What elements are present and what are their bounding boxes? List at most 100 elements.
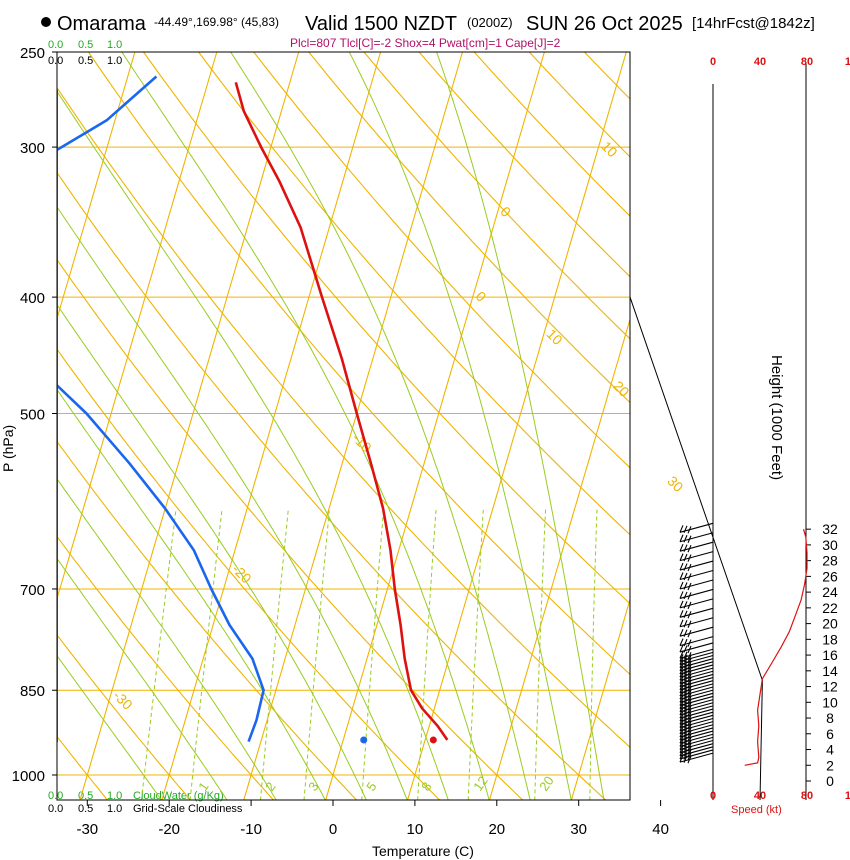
moist-adiabat-line (57, 303, 367, 800)
p-tick-label: 700 (20, 582, 45, 599)
wind-barb-flag (687, 718, 692, 726)
cloudiness-tick-top: 1.0 (107, 55, 122, 67)
moist-adiabat-line (348, 52, 572, 800)
dry-adiabat-line (197, 52, 630, 536)
mixing-ratio-line (417, 508, 437, 800)
wind-barb-staff (679, 733, 714, 744)
dry-adiabat-line (142, 52, 630, 605)
wind-barb-staff (679, 673, 714, 684)
wind-barb-flag (687, 689, 692, 698)
wind-barb-flag (683, 651, 688, 659)
mixing-ratio-line (467, 508, 484, 800)
forecast-date: SUN 26 Oct 2025 (526, 13, 683, 35)
wind-barb-flag (687, 655, 692, 663)
isotherm-line (161, 52, 382, 800)
height-tick-label: 4 (826, 742, 834, 758)
wind-barb-staff (679, 689, 714, 700)
cloudiness-tick-bottom: 0.5 (78, 803, 93, 815)
height-tick-label: 26 (822, 568, 838, 584)
wind-barb-flag (687, 733, 692, 742)
wind-barb-flag (687, 620, 692, 628)
mixing-ratio-label: 3 (305, 779, 321, 794)
wind-barb-flag (683, 563, 688, 571)
wind-speed-profile-line (744, 529, 808, 766)
mixing-ratio-line (259, 508, 289, 800)
wind-barb-staff (679, 664, 714, 675)
dry-adiabat-line (87, 52, 630, 676)
x-tick-label: 30 (570, 821, 587, 838)
valid-time: Valid 1500 NZDT (305, 13, 457, 35)
wind-barb-flag (683, 601, 688, 609)
mixing-ratio-line (303, 508, 330, 800)
wind-barb-staff (679, 626, 714, 637)
dry-adiabat-line (363, 52, 630, 340)
cloudwater-tick-bottom: 0.0 (48, 790, 63, 802)
wind-barb-staff (679, 661, 714, 672)
isotherm-line (57, 52, 136, 321)
isotherm-label: -30 (110, 687, 136, 713)
wind-barb-flag (683, 620, 688, 628)
moist-adiabat-line (230, 52, 531, 800)
height-tick-label: 28 (822, 553, 838, 569)
wind-barb-staff (679, 654, 714, 666)
wind-barb-flag (687, 592, 692, 600)
dry-adiabat-line (57, 440, 358, 800)
location-dot-icon (41, 17, 51, 27)
isotherm-line (407, 52, 627, 800)
utc-time: (0200Z) (467, 15, 513, 30)
wind-barb-flag (687, 721, 692, 729)
plot-frame (56, 51, 631, 801)
wind-panel: 0040408080120120024681012141618202224262… (629, 56, 850, 802)
wind-barb-flag (679, 628, 684, 637)
wind-barb-flag (687, 667, 692, 676)
wind-barb-flag (683, 629, 688, 637)
wind-barb-flag (687, 699, 692, 707)
isotherm-line (57, 52, 218, 601)
isotherm-label: 10 (598, 138, 620, 160)
speed-tick-bottom: 80 (801, 790, 813, 802)
wind-barb-flag (687, 526, 692, 534)
wind-barb-flag (679, 553, 684, 561)
wind-barb-flag (683, 572, 688, 581)
wind-barb-flag (687, 743, 692, 751)
wind-barb-flag (687, 730, 692, 739)
wind-barb-flag (687, 711, 692, 720)
dry-adiabat-line (57, 634, 192, 800)
wind-barb-flag (687, 573, 692, 581)
wind-barb-staff (679, 658, 714, 669)
mixing-ratio-line (534, 508, 547, 800)
dry-adiabat-line (57, 171, 607, 800)
height-tick-label: 14 (822, 663, 838, 679)
wind-barb-flag (687, 705, 692, 713)
wind-barb-flag (687, 714, 692, 723)
speed-tick-top: 80 (801, 56, 813, 68)
speed-tick-bottom: 120 (845, 790, 850, 802)
dry-adiabat-line (253, 52, 630, 469)
height-tick-label: 32 (822, 521, 838, 537)
height-tick-label: 10 (822, 694, 838, 710)
isotherm-line (243, 52, 464, 800)
wind-barb-staff (679, 642, 714, 653)
height-tick-label: 24 (822, 584, 838, 600)
wind-barb-flag (679, 619, 684, 627)
y-axis-title: P (hPa) (0, 425, 16, 472)
wind-barb-staff (679, 695, 714, 706)
wind-barb-flag (679, 572, 684, 580)
wind-barb-flag (679, 600, 684, 609)
dry-adiabat-line (57, 735, 109, 800)
wind-barb-flag (687, 692, 692, 701)
wind-barb-flag (679, 562, 684, 571)
dry-adiabat-line (473, 52, 630, 217)
mixing-ratio-line (189, 508, 223, 800)
wind-barb (679, 598, 714, 610)
wind-barb-flag (687, 755, 692, 764)
wind-barb (679, 626, 714, 638)
wind-barb-flag (679, 581, 684, 590)
x-tick-label: 10 (407, 821, 424, 838)
mixing-ratio-label: 5 (363, 779, 379, 794)
wind-barb-staff (679, 721, 714, 732)
wind-barb (679, 607, 714, 619)
wind-barb-flag (679, 543, 684, 552)
speed-tick-top: 40 (754, 56, 766, 68)
